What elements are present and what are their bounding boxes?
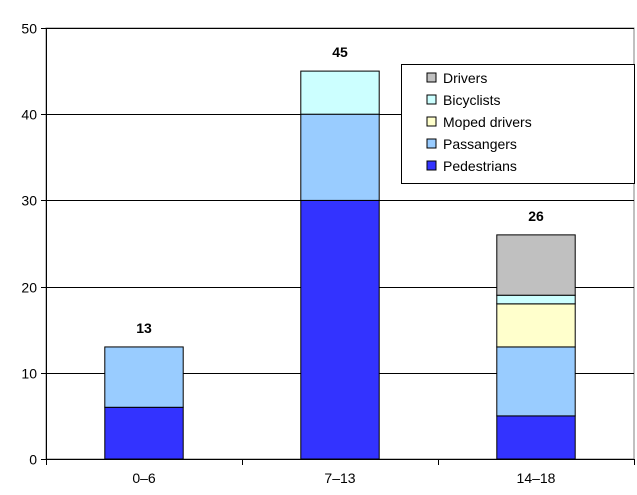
bar-segment-passangers-0	[104, 346, 184, 408]
total-labels: 13 45 26	[136, 44, 544, 336]
y-tick-label: 10	[21, 366, 37, 382]
y-tick-label: 20	[21, 280, 37, 296]
x-tick-label: 14–18	[517, 470, 556, 486]
bar-segment-drivers-2	[496, 234, 576, 296]
bar-segment-pedestrians-1	[300, 199, 380, 460]
x-tick-label: 7–13	[324, 470, 355, 486]
y-tick-label: 30	[21, 193, 37, 209]
legend-swatch	[426, 116, 437, 127]
legend-swatch	[426, 138, 437, 149]
legend-label: Bicyclists	[443, 92, 501, 108]
legend-label: Passangers	[443, 136, 517, 152]
axes: 0 10 20 30 40 50 0–6 7–13 14–18	[21, 21, 635, 486]
legend-label: Drivers	[443, 70, 487, 86]
bar-segment-pedestrians-2	[496, 415, 576, 460]
bar-segment-bicyclists-2	[496, 294, 576, 305]
legend-swatch	[426, 72, 437, 83]
bar-segment-pedestrians-0	[104, 406, 184, 460]
bar-segment-moped-drivers-2	[496, 303, 576, 348]
legend-label: Pedestrians	[443, 158, 517, 174]
bar-segment-passangers-1	[300, 113, 380, 201]
total-label: 45	[332, 44, 348, 60]
legend-swatch	[426, 94, 437, 105]
bar-segment-bicyclists-1	[300, 70, 380, 115]
total-label: 13	[136, 320, 152, 336]
bar-segment-passangers-2	[496, 346, 576, 417]
legend-box	[401, 64, 635, 184]
total-label: 26	[528, 208, 544, 224]
bar-stacks	[104, 70, 576, 460]
legend: Drivers Bicyclists Moped drivers Passangers…	[401, 64, 635, 184]
x-tick-label: 0–6	[132, 470, 156, 486]
y-tick-label: 40	[21, 107, 37, 123]
legend-label: Moped drivers	[443, 114, 532, 130]
y-tick-label: 0	[29, 452, 37, 468]
y-tick-label: 50	[21, 21, 37, 37]
legend-swatch	[426, 160, 437, 171]
